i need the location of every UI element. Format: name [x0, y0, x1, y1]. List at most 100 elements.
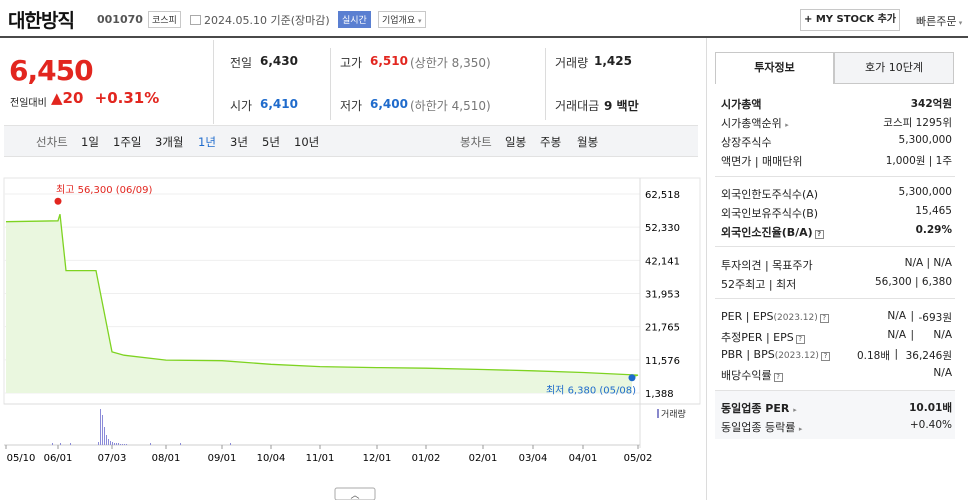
period-10y[interactable]: 10년 [294, 135, 320, 149]
help-icon[interactable]: ? [820, 352, 830, 361]
pbr-bps-label: PBR | BPS(2023.12)? [721, 348, 830, 361]
per-eps-label: PER | EPS(2023.12)? [721, 310, 829, 323]
52w-label: 52주최고 | 최저 [721, 278, 797, 291]
x-tick-label: 01/02 [412, 453, 441, 464]
candle-daily[interactable]: 일봉 [505, 135, 527, 149]
separator: | [894, 348, 898, 360]
divider [213, 40, 214, 124]
volume-bar [60, 443, 61, 445]
candle-weekly[interactable]: 주봉 [540, 135, 562, 149]
add-mystock-button[interactable]: + MY STOCK 추가 [800, 9, 900, 31]
par-value-label: 액면가 | 매매단위 [721, 155, 803, 168]
open-value: 6,410 [260, 97, 298, 111]
industry-rate-label[interactable]: 동일업종 등락률 ▸ [721, 421, 803, 434]
tab-invest-info[interactable]: 투자정보 [715, 52, 834, 84]
opinion-label: 투자의견 | 목표주가 [721, 259, 813, 272]
opinion-value: N/A | N/A [904, 257, 952, 269]
period-1w[interactable]: 1주일 [113, 135, 142, 149]
volume-value: 1,425 [594, 54, 632, 68]
separator: | [910, 329, 914, 341]
volume-bar [150, 443, 151, 445]
listed-shares-value: 5,300,000 [898, 134, 952, 146]
volume-bar [230, 443, 231, 445]
volume-bar [124, 444, 125, 445]
price-change: ▲20 +0.31% [51, 89, 160, 107]
volume-bar [52, 443, 53, 445]
period-1d[interactable]: 1일 [81, 135, 99, 149]
volume-bar [116, 443, 117, 445]
price-area-fill [6, 214, 638, 393]
realtime-badge[interactable]: 실시간 [338, 11, 371, 28]
market-cap-rank-label[interactable]: 시가총액순위 ▸ [721, 117, 789, 130]
period-1y[interactable]: 1년 [198, 135, 216, 149]
help-icon[interactable]: ? [795, 335, 805, 344]
current-price: 6,450 [9, 54, 94, 87]
stock-title: 대한방직 [8, 10, 75, 32]
industry-box [715, 391, 955, 439]
eps-value: -693원 [918, 312, 953, 324]
volume-bar [126, 444, 127, 445]
candle-chart-label: 봉차트 [460, 135, 492, 149]
volume-bar [120, 444, 121, 445]
listed-shares-label: 상장주식수 [721, 136, 772, 149]
divider [715, 246, 955, 247]
x-tick-label: 02/01 [469, 453, 498, 464]
volume-bar [180, 443, 181, 445]
par-value-value: 1,000원 | 1주 [885, 155, 952, 167]
max-label: 최고 56,300 (06/09) [56, 184, 152, 196]
calendar-icon [190, 15, 201, 25]
y-tick-label: 52,330 [645, 223, 680, 234]
help-icon[interactable]: ? [819, 314, 829, 323]
volume-bar [114, 443, 115, 445]
low-label: 저가 [340, 99, 363, 113]
pbr-value: 0.18배 [856, 350, 890, 362]
volume-legend-icon [657, 409, 659, 418]
period-5y[interactable]: 5년 [262, 135, 280, 149]
foreign-ratio-value: 0.29% [915, 224, 952, 236]
foreign-holding-value: 15,465 [915, 205, 952, 217]
chevron-right-icon: ▸ [798, 425, 803, 433]
prev-close-label: 전일 [230, 56, 253, 70]
collapse-button[interactable] [334, 487, 376, 500]
market-cap-label: 시가총액 [721, 98, 762, 111]
quick-order-button[interactable]: 빠른주문 ▾ [916, 15, 963, 28]
period-3y[interactable]: 3년 [230, 135, 248, 149]
est-per-value: N/A [887, 329, 906, 341]
volume-legend: 거래량 [661, 408, 686, 420]
volume-bars [52, 409, 231, 445]
quote-date: 2024.05.10 기준(장마감) [190, 12, 330, 28]
period-3m[interactable]: 3개월 [155, 135, 184, 149]
y-tick-label: 1,388 [645, 389, 674, 400]
open-label: 시가 [230, 99, 253, 113]
y-axis: 62,518 52,330 42,141 31,953 21,765 11,576 1,38… [645, 190, 680, 400]
industry-per-value: 10.01배 [909, 402, 952, 414]
x-tick-label: 12/01 [363, 453, 392, 464]
company-info-button[interactable]: 기업개요 ▾ [378, 11, 426, 28]
x-tick-label: 09/01 [208, 453, 237, 464]
candle-monthly[interactable]: 월봉 [577, 135, 599, 149]
chevron-down-icon: ▾ [956, 19, 963, 27]
help-icon[interactable]: ? [814, 230, 824, 239]
price-chart: 62,518 52,330 42,141 31,953 21,765 11,576 1,38… [3, 177, 701, 500]
market-cap-rank-value: 코스피 1295위 [883, 117, 952, 129]
est-per-eps-label: 추정PER | EPS? [721, 329, 805, 345]
y-tick-label: 11,576 [645, 356, 680, 367]
invest-info-panel: 투자정보 호가 10단계 시가총액 342억원 시가총액순위 ▸ 코스피 129… [706, 38, 968, 500]
industry-per-label[interactable]: 동일업종 PER ▸ [721, 402, 797, 415]
divider [715, 298, 955, 299]
y-tick-label: 31,953 [645, 290, 680, 301]
volume-bar [112, 442, 113, 445]
min-marker [628, 374, 636, 382]
x-tick-label: 10/04 [257, 453, 286, 464]
tab-orderbook[interactable]: 호가 10단계 [834, 52, 954, 84]
min-label: 최저 6,380 (05/08) [546, 385, 636, 397]
volume-label: 거래량 [555, 56, 589, 70]
dividend-yield-label: 배당수익률? [721, 367, 783, 383]
prev-close-value: 6,430 [260, 54, 298, 68]
x-axis: 05/10 06/01 07/03 08/01 09/01 10/04 11/01 12/01… [5, 445, 652, 464]
volume-bar [108, 439, 109, 445]
high-value: 6,510 [370, 54, 408, 68]
help-icon[interactable]: ? [773, 373, 783, 382]
foreign-limit-label: 외국인한도주식수(A) [721, 188, 819, 201]
industry-rate-value: +0.40% [909, 419, 952, 431]
